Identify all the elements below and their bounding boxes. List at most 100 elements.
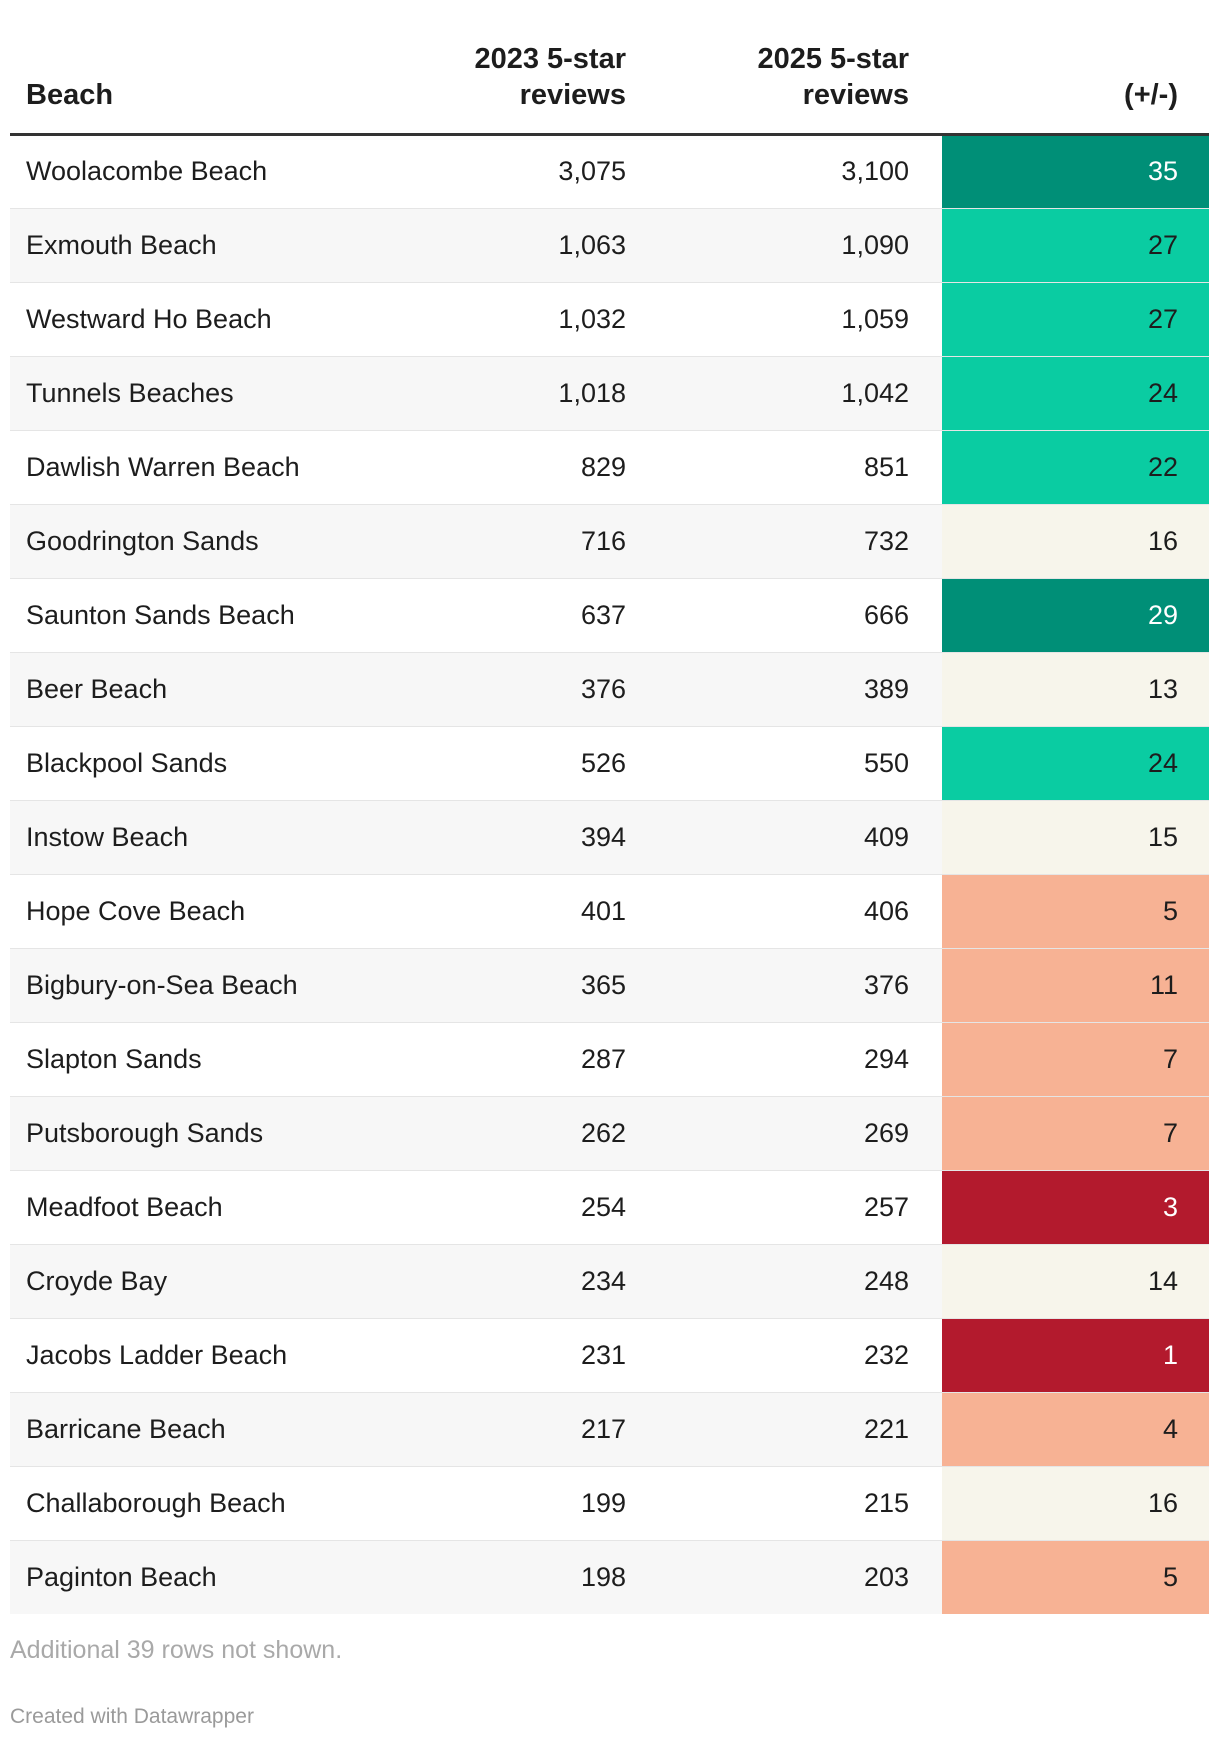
cell-difference: 15 xyxy=(942,800,1209,875)
cell-2025-reviews: 269 xyxy=(659,1096,942,1171)
table-row: Dawlish Warren Beach 829 851 22 xyxy=(10,430,1209,505)
cell-2025-reviews: 203 xyxy=(659,1540,942,1614)
cell-2023-reviews: 217 xyxy=(400,1392,659,1467)
column-header-2023[interactable]: 2023 5-star reviews xyxy=(400,0,659,136)
cell-beach-name: Blackpool Sands xyxy=(10,726,400,801)
cell-beach-name: Instow Beach xyxy=(10,800,400,875)
cell-difference: 27 xyxy=(942,208,1209,283)
cell-beach-name: Dawlish Warren Beach xyxy=(10,430,400,505)
cell-2025-reviews: 1,042 xyxy=(659,356,942,431)
cell-beach-name: Paginton Beach xyxy=(10,1540,400,1614)
cell-2023-reviews: 199 xyxy=(400,1466,659,1541)
column-header-difference[interactable]: (+/-) xyxy=(942,0,1209,136)
table-row: Westward Ho Beach 1,032 1,059 27 xyxy=(10,282,1209,357)
cell-beach-name: Putsborough Sands xyxy=(10,1096,400,1171)
table-row: Jacobs Ladder Beach 231 232 1 xyxy=(10,1318,1209,1393)
cell-2023-reviews: 254 xyxy=(400,1170,659,1245)
cell-difference: 14 xyxy=(942,1244,1209,1319)
cell-beach-name: Woolacombe Beach xyxy=(10,134,400,209)
cell-beach-name: Westward Ho Beach xyxy=(10,282,400,357)
header-2023-line2: reviews xyxy=(519,78,626,111)
cell-2025-reviews: 409 xyxy=(659,800,942,875)
cell-difference: 1 xyxy=(942,1318,1209,1393)
header-2025-line1: 2025 5-star xyxy=(757,42,909,75)
cell-beach-name: Challaborough Beach xyxy=(10,1466,400,1541)
table-body: Woolacombe Beach 3,075 3,100 35 Exmouth Beac… xyxy=(10,134,1209,1614)
cell-beach-name: Goodrington Sands xyxy=(10,504,400,579)
cell-2023-reviews: 3,075 xyxy=(400,134,659,209)
rows-not-shown-note: Additional 39 rows not shown. xyxy=(10,1636,343,1664)
cell-2023-reviews: 376 xyxy=(400,652,659,727)
table-row: Paginton Beach 198 203 5 xyxy=(10,1540,1209,1614)
cell-beach-name: Beer Beach xyxy=(10,652,400,727)
cell-2025-reviews: 1,090 xyxy=(659,208,942,283)
cell-difference: 7 xyxy=(942,1096,1209,1171)
table-row: Exmouth Beach 1,063 1,090 27 xyxy=(10,208,1209,283)
cell-2023-reviews: 1,032 xyxy=(400,282,659,357)
cell-difference: 3 xyxy=(942,1170,1209,1245)
cell-beach-name: Tunnels Beaches xyxy=(10,356,400,431)
table-header: Beach 2023 5-star reviews 2025 5-star re… xyxy=(10,0,1209,136)
datawrapper-credit[interactable]: Created with Datawrapper xyxy=(10,1705,254,1728)
cell-2023-reviews: 231 xyxy=(400,1318,659,1393)
cell-2023-reviews: 198 xyxy=(400,1540,659,1614)
cell-beach-name: Saunton Sands Beach xyxy=(10,578,400,653)
cell-2025-reviews: 851 xyxy=(659,430,942,505)
cell-difference: 27 xyxy=(942,282,1209,357)
header-2025-line2: reviews xyxy=(802,78,909,111)
table-row: Woolacombe Beach 3,075 3,100 35 xyxy=(10,134,1209,209)
cell-2023-reviews: 262 xyxy=(400,1096,659,1171)
cell-difference: 16 xyxy=(942,1466,1209,1541)
column-header-beach[interactable]: Beach xyxy=(10,0,400,136)
header-beach-label: Beach xyxy=(26,78,114,111)
table-row: Beer Beach 376 389 13 xyxy=(10,652,1209,727)
beach-reviews-table: Beach 2023 5-star reviews 2025 5-star re… xyxy=(10,0,1209,1614)
cell-2023-reviews: 234 xyxy=(400,1244,659,1319)
table-row: Putsborough Sands 262 269 7 xyxy=(10,1096,1209,1171)
cell-2023-reviews: 394 xyxy=(400,800,659,875)
cell-difference: 13 xyxy=(942,652,1209,727)
cell-2025-reviews: 232 xyxy=(659,1318,942,1393)
cell-2023-reviews: 526 xyxy=(400,726,659,801)
header-row: Beach 2023 5-star reviews 2025 5-star re… xyxy=(10,0,1209,136)
cell-2025-reviews: 215 xyxy=(659,1466,942,1541)
table-row: Hope Cove Beach 401 406 5 xyxy=(10,874,1209,949)
cell-beach-name: Bigbury-on-Sea Beach xyxy=(10,948,400,1023)
table-row: Barricane Beach 217 221 4 xyxy=(10,1392,1209,1467)
table-container: Beach 2023 5-star reviews 2025 5-star re… xyxy=(10,0,1209,1614)
cell-difference: 7 xyxy=(942,1022,1209,1097)
cell-difference: 22 xyxy=(942,430,1209,505)
cell-beach-name: Barricane Beach xyxy=(10,1392,400,1467)
table-row: Saunton Sands Beach 637 666 29 xyxy=(10,578,1209,653)
table-row: Bigbury-on-Sea Beach 365 376 11 xyxy=(10,948,1209,1023)
table-row: Slapton Sands 287 294 7 xyxy=(10,1022,1209,1097)
cell-difference: 24 xyxy=(942,356,1209,431)
column-header-2025[interactable]: 2025 5-star reviews xyxy=(659,0,942,136)
header-difference-label: (+/-) xyxy=(1124,78,1178,111)
cell-difference: 16 xyxy=(942,504,1209,579)
cell-2025-reviews: 666 xyxy=(659,578,942,653)
cell-2023-reviews: 1,063 xyxy=(400,208,659,283)
cell-2025-reviews: 550 xyxy=(659,726,942,801)
cell-2025-reviews: 389 xyxy=(659,652,942,727)
table-row: Goodrington Sands 716 732 16 xyxy=(10,504,1209,579)
cell-difference: 11 xyxy=(942,948,1209,1023)
cell-2023-reviews: 1,018 xyxy=(400,356,659,431)
cell-difference: 5 xyxy=(942,1540,1209,1614)
cell-difference: 24 xyxy=(942,726,1209,801)
table-row: Blackpool Sands 526 550 24 xyxy=(10,726,1209,801)
cell-2025-reviews: 248 xyxy=(659,1244,942,1319)
table-row: Croyde Bay 234 248 14 xyxy=(10,1244,1209,1319)
cell-2025-reviews: 732 xyxy=(659,504,942,579)
cell-2025-reviews: 406 xyxy=(659,874,942,949)
cell-difference: 5 xyxy=(942,874,1209,949)
cell-2023-reviews: 716 xyxy=(400,504,659,579)
table-row: Challaborough Beach 199 215 16 xyxy=(10,1466,1209,1541)
table-row: Instow Beach 394 409 15 xyxy=(10,800,1209,875)
table-row: Meadfoot Beach 254 257 3 xyxy=(10,1170,1209,1245)
table-row: Tunnels Beaches 1,018 1,042 24 xyxy=(10,356,1209,431)
cell-2025-reviews: 257 xyxy=(659,1170,942,1245)
cell-2023-reviews: 637 xyxy=(400,578,659,653)
cell-2025-reviews: 221 xyxy=(659,1392,942,1467)
cell-beach-name: Exmouth Beach xyxy=(10,208,400,283)
